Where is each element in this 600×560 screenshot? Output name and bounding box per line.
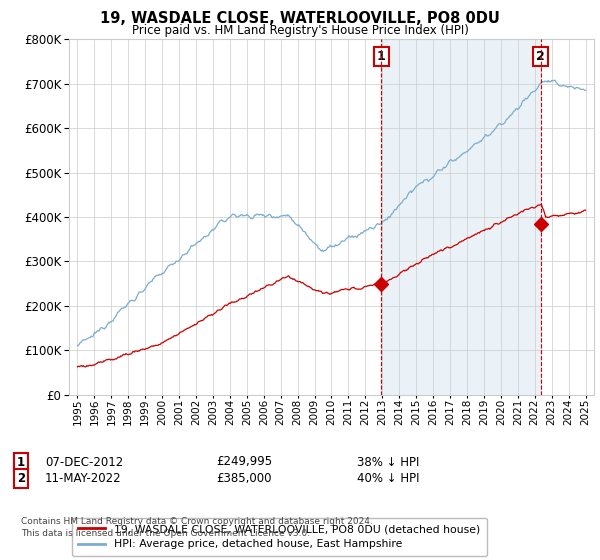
Text: 11-MAY-2022: 11-MAY-2022 xyxy=(45,472,122,486)
Text: Price paid vs. HM Land Registry's House Price Index (HPI): Price paid vs. HM Land Registry's House … xyxy=(131,24,469,36)
Text: 38% ↓ HPI: 38% ↓ HPI xyxy=(357,455,419,469)
Text: 07-DEC-2012: 07-DEC-2012 xyxy=(45,455,123,469)
Bar xyxy=(381,39,541,395)
Text: 1: 1 xyxy=(377,50,385,63)
Legend: 19, WASDALE CLOSE, WATERLOOVILLE, PO8 0DU (detached house), HPI: Average price, : 19, WASDALE CLOSE, WATERLOOVILLE, PO8 0D… xyxy=(72,517,487,556)
Text: Contains HM Land Registry data © Crown copyright and database right 2024.
This d: Contains HM Land Registry data © Crown c… xyxy=(21,517,373,538)
Text: £249,995: £249,995 xyxy=(216,455,272,469)
Text: £385,000: £385,000 xyxy=(216,472,271,486)
Text: 2: 2 xyxy=(17,472,25,486)
Text: 19, WASDALE CLOSE, WATERLOOVILLE, PO8 0DU: 19, WASDALE CLOSE, WATERLOOVILLE, PO8 0D… xyxy=(100,11,500,26)
Text: 2: 2 xyxy=(536,50,545,63)
Text: 40% ↓ HPI: 40% ↓ HPI xyxy=(357,472,419,486)
Text: 1: 1 xyxy=(17,455,25,469)
